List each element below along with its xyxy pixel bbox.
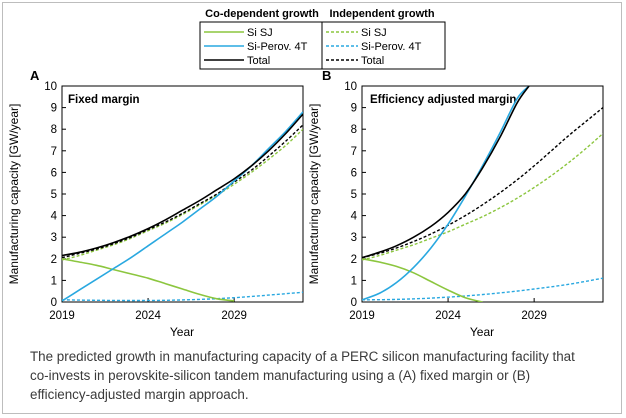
x-axis-label-a: Year xyxy=(170,325,194,339)
y-tick-label: 8 xyxy=(51,124,57,136)
series-line-si-perov-4t-independent xyxy=(62,291,303,302)
series-line-si-perov-4t-co-dependent xyxy=(362,86,530,301)
x-axis-label-b: Year xyxy=(470,325,494,339)
y-tick-label: 3 xyxy=(51,232,57,244)
x-tick-label: 2029 xyxy=(521,310,547,322)
x-tick-label: 2019 xyxy=(349,310,375,322)
legend-label-si-sj-independent: Si SJ xyxy=(361,27,387,39)
x-tick-label: 2024 xyxy=(135,310,161,322)
series-line-total-co-dependent xyxy=(362,86,530,259)
y-tick-label: 10 xyxy=(44,81,57,93)
y-axis-label-a: Manufacturing capacity [GW/year] xyxy=(7,104,21,285)
panel-letter-a: A xyxy=(30,68,40,83)
legend-label-si-perov-4t-independent: Si-Perov. 4T xyxy=(361,41,422,53)
panel-letter-b: B xyxy=(322,68,331,83)
series-line-total-independent xyxy=(362,107,603,259)
x-tick-label: 2029 xyxy=(221,310,247,322)
y-tick-label: 2 xyxy=(51,254,57,266)
plot-area-b xyxy=(361,85,604,303)
legend-label-si-sj: Si SJ xyxy=(247,27,273,39)
series-line-si-sj-independent xyxy=(62,128,303,261)
y-tick-label: 5 xyxy=(51,189,57,201)
series-line-total-independent xyxy=(62,124,303,259)
legend-label-total: Total xyxy=(247,55,270,67)
figure-caption: The predicted growth in manufacturing ca… xyxy=(30,349,575,402)
legend: Co-dependent growth Independent growth S… xyxy=(199,8,446,70)
y-tick-label: 6 xyxy=(51,167,57,179)
series-line-total-co-dependent xyxy=(62,113,303,257)
y-tick-label: 8 xyxy=(351,124,357,136)
y-tick-label: 6 xyxy=(351,167,357,179)
y-tick-label: 4 xyxy=(351,211,358,223)
y-tick-label: 0 xyxy=(351,297,357,309)
y-tick-label: 2 xyxy=(351,254,357,266)
y-tick-label: 10 xyxy=(344,81,357,93)
series-line-si-sj-co-dependent xyxy=(62,258,235,302)
figure-frame xyxy=(2,2,622,414)
x-tick-label: 2019 xyxy=(49,310,75,322)
y-tick-label: 9 xyxy=(51,103,57,115)
legend-header-independent: Independent growth xyxy=(329,8,434,20)
series-line-si-perov-4t-co-dependent xyxy=(62,111,303,302)
y-tick-label: 7 xyxy=(51,146,57,158)
plot-area-a xyxy=(61,85,304,303)
y-tick-label: 1 xyxy=(351,275,357,287)
y-tick-label: 9 xyxy=(351,103,357,115)
y-tick-label: 4 xyxy=(51,211,58,223)
y-tick-label: 5 xyxy=(351,189,357,201)
legend-label-total-independent: Total xyxy=(361,55,384,67)
y-tick-label: 3 xyxy=(351,232,357,244)
chart-panel-b: Efficiency adjusted margin Year Manufact… xyxy=(307,81,604,339)
chart-title-b: Efficiency adjusted margin xyxy=(370,94,516,106)
chart-title-a: Fixed margin xyxy=(68,94,140,106)
series-line-si-sj-independent xyxy=(362,132,603,261)
legend-header-co-dependent: Co-dependent growth xyxy=(205,8,319,20)
series-line-si-perov-4t-independent xyxy=(362,277,603,301)
chart-panel-a: Fixed margin Year Manufacturing capacity… xyxy=(7,81,304,339)
legend-label-si-perov-4t: Si-Perov. 4T xyxy=(247,41,308,53)
x-tick-label: 2024 xyxy=(435,310,461,322)
y-tick-label: 7 xyxy=(351,146,357,158)
y-axis-label-b: Manufacturing capacity [GW/year] xyxy=(307,104,321,285)
y-tick-label: 0 xyxy=(51,297,57,309)
y-tick-label: 1 xyxy=(51,275,57,287)
series-line-si-sj-co-dependent xyxy=(362,258,483,302)
